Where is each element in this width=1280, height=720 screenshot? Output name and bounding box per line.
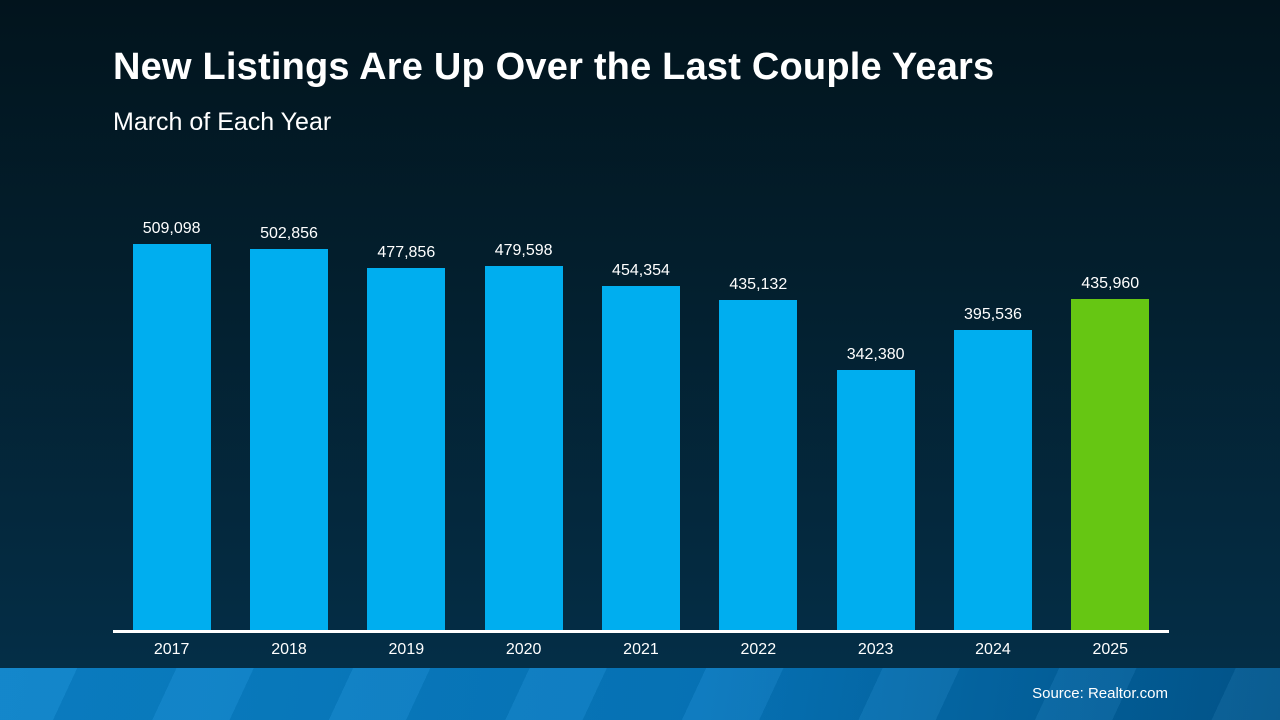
bar-2021 — [601, 286, 680, 630]
x-tick-label-2017: 2017 — [153, 641, 190, 658]
bar-column-2024: 395,536 — [934, 200, 1051, 630]
bar-value-label: 342,380 — [846, 346, 905, 363]
bar-column-2019: 477,856 — [348, 200, 465, 630]
bar-column-2020: 479,598 — [465, 200, 582, 630]
bar-column-2017: 509,098 — [113, 200, 230, 630]
bar-column-2021: 454,354 — [582, 200, 699, 630]
bar-value-label: 454,354 — [612, 262, 670, 279]
bar-value-label: 395,536 — [964, 306, 1022, 323]
bar-column-2023: 342,380 — [817, 200, 934, 630]
x-axis-labels: 2017 2018 2019 2020 2021 2022 2023 2024 2025 — [113, 641, 1169, 659]
bar-value-label: 435,960 — [1081, 275, 1140, 292]
x-tick-label-2025: 2025 — [1092, 641, 1129, 658]
x-tick-label-2022: 2022 — [740, 641, 777, 658]
x-tick-label-2021: 2021 — [623, 641, 659, 658]
x-tick-label-2018: 2018 — [271, 641, 307, 658]
bar-column-2025: 435,960 — [1052, 200, 1169, 630]
x-axis-line — [113, 630, 1169, 633]
bar-value-label: 435,132 — [729, 276, 788, 293]
bar-chart: 509,098 502,856 477,856 479,598 454,354 435,1… — [113, 200, 1169, 630]
bar-2020 — [484, 266, 563, 630]
bar-2024 — [953, 330, 1032, 630]
footer-strip: Source: Realtor.com — [0, 668, 1280, 720]
bar-2018 — [249, 249, 328, 630]
bar-value-label: 479,598 — [494, 242, 553, 259]
bar-2017 — [132, 244, 211, 630]
x-tick-label-2023: 2023 — [857, 641, 894, 658]
bar-value-label: 509,098 — [142, 220, 201, 237]
bar-2019 — [367, 268, 446, 630]
bar-column-2018: 502,856 — [230, 200, 347, 630]
bar-value-label: 502,856 — [260, 225, 318, 242]
bars-container: 509,098 502,856 477,856 479,598 454,354 435,1… — [113, 200, 1169, 630]
x-tick-label-2024: 2024 — [975, 641, 1011, 658]
chart-title: New Listings Are Up Over the Last Couple… — [113, 46, 995, 88]
bar-2025 — [1071, 299, 1150, 630]
chart-subtitle: March of Each Year — [113, 108, 332, 136]
bar-value-label: 477,856 — [377, 244, 436, 261]
bar-2023 — [836, 370, 915, 630]
x-tick-label-2019: 2019 — [388, 641, 425, 658]
x-tick-label-2020: 2020 — [505, 641, 542, 658]
bar-2022 — [719, 300, 798, 630]
source-credit: Source: Realtor.com — [1032, 685, 1168, 702]
bar-column-2022: 435,132 — [700, 200, 817, 630]
